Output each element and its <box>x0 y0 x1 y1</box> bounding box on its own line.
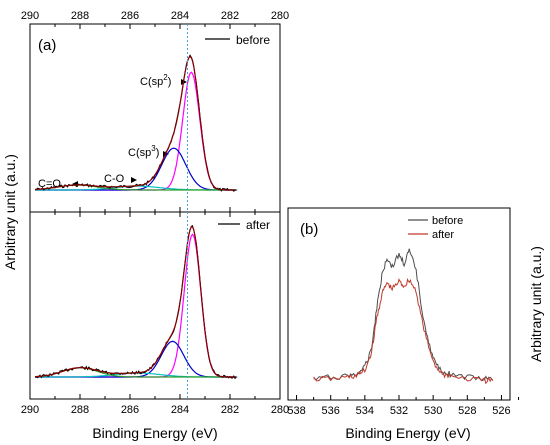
tick-label: 530 <box>424 405 442 417</box>
panel-a-xlabel: Binding Energy (eV) <box>92 425 217 441</box>
panel-b-label: (b) <box>300 221 318 238</box>
panel-a-ylabel: Arbitrary unit (a.u.) <box>2 154 18 270</box>
panel-a-top-frame <box>29 23 281 213</box>
panel-a-bottom-axis-ticks: 290 288 286 284 282 280 <box>21 212 289 416</box>
tick-label: 528 <box>458 405 476 417</box>
annotation-c-sp2: C(sp2) <box>140 73 171 88</box>
panel-a-label: (a) <box>38 37 56 54</box>
panel-b-axis-ticks: 538 536 534 532 530 528 526 <box>287 395 520 417</box>
spectrum-after-line <box>313 277 494 385</box>
arrow-co-icon <box>131 177 137 183</box>
tick-label: 290 <box>21 404 39 416</box>
tick-label: 286 <box>121 404 139 416</box>
tick-label: 284 <box>171 404 189 416</box>
tick-label: 282 <box>221 10 239 22</box>
tick-label: 538 <box>287 405 305 417</box>
tick-label: 288 <box>71 404 89 416</box>
tick-label: 534 <box>356 405 374 417</box>
panel-a: 290 288 286 284 282 280 290 288 286 284 282 280 (a… <box>2 10 289 441</box>
tick-label: 284 <box>171 10 189 22</box>
panel-b-curves <box>313 248 494 385</box>
legend-after-label: after <box>246 218 270 232</box>
tick-label: 532 <box>390 405 408 417</box>
annotation-c-sp3: C(sp3) <box>128 144 159 159</box>
component-csp2-line <box>35 233 237 378</box>
panel-a-top-axis-ticks: 290 288 286 284 282 280 <box>21 10 289 212</box>
tick-label: 526 <box>492 405 510 417</box>
tick-label: 280 <box>271 404 289 416</box>
tick-label: 536 <box>322 405 340 417</box>
tick-label: 288 <box>71 10 89 22</box>
tick-label: 286 <box>121 10 139 22</box>
legend-b-before-label: before <box>432 215 463 227</box>
panel-b-ylabel: Arbitrary unit (a.u.) <box>528 246 544 362</box>
panel-a-top-curves <box>34 54 238 192</box>
annotation-c-o: C-O <box>104 173 125 185</box>
measured-spectrum-line <box>34 54 237 192</box>
measured-spectrum-line <box>34 224 237 380</box>
tick-label: 280 <box>271 10 289 22</box>
panel-b-xlabel: Binding Energy (eV) <box>345 425 470 441</box>
panel-b-frame <box>287 207 511 401</box>
tick-label: 282 <box>221 404 239 416</box>
tick-label: 290 <box>21 10 39 22</box>
legend-b-after-label: after <box>432 229 454 241</box>
spectrum-before-line <box>313 248 494 382</box>
component-csp2-line <box>35 71 237 191</box>
panel-a-bottom-curves <box>34 224 238 380</box>
panel-b: 538 536 534 532 530 528 526 (b) before after B… <box>287 207 544 441</box>
legend-before-label: before <box>236 33 270 47</box>
component-csp3-line <box>35 340 237 378</box>
envelope-fit-line <box>34 226 237 378</box>
envelope-fit-line <box>34 55 237 191</box>
